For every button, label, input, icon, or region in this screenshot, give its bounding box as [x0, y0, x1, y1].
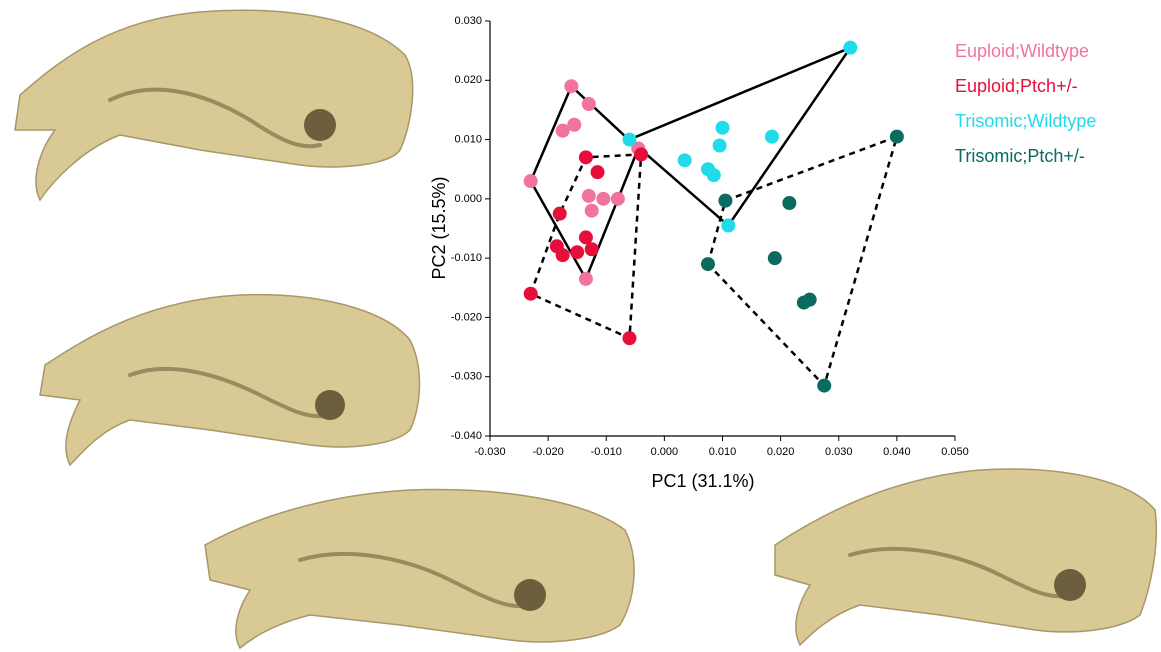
skull-bottom: [205, 490, 634, 648]
x-tick-label: 0.030: [825, 446, 853, 458]
data-point: [623, 331, 637, 345]
data-point: [585, 242, 599, 256]
skull-top-left: [15, 10, 413, 200]
skull-mid-left: [40, 295, 419, 465]
data-point: [582, 97, 596, 111]
data-point: [765, 130, 779, 144]
data-point: [718, 194, 732, 208]
y-tick-label: 0.030: [454, 15, 482, 27]
data-point: [553, 207, 567, 221]
data-point: [623, 133, 637, 147]
y-tick-label: 0.020: [454, 74, 482, 86]
data-point: [716, 121, 730, 135]
legend-entry: Euploid;Wildtype: [955, 41, 1089, 61]
y-tick-label: 0.000: [454, 193, 482, 205]
data-point: [579, 230, 593, 244]
x-tick-label: 0.010: [709, 446, 737, 458]
data-point: [713, 139, 727, 153]
figure: PC1 (31.1%) PC2 (15.5%) -0.040 -0.030 -0.0…: [0, 0, 1161, 652]
x-axis-label: PC1 (31.1%): [651, 471, 754, 491]
data-point: [524, 287, 538, 301]
data-point: [843, 41, 857, 55]
y-tick-label: 0.010: [454, 133, 482, 145]
y-tick-label: -0.020: [451, 311, 482, 323]
legend-entry: Trisomic;Wildtype: [955, 111, 1096, 131]
data-point: [701, 257, 715, 271]
x-tick-label: 0.040: [883, 446, 911, 458]
data-point: [768, 251, 782, 265]
data-point: [582, 189, 596, 203]
data-point: [803, 293, 817, 307]
y-tick-label: -0.030: [451, 371, 482, 383]
x-tick-label: -0.030: [474, 446, 505, 458]
data-point: [556, 124, 570, 138]
data-point: [782, 196, 796, 210]
x-tick-label: 0.000: [651, 446, 679, 458]
data-point: [721, 219, 735, 233]
data-point: [556, 248, 570, 262]
data-point: [570, 245, 584, 259]
data-point: [579, 150, 593, 164]
data-point: [579, 272, 593, 286]
data-point: [611, 192, 625, 206]
data-point: [707, 168, 721, 182]
hull-outline: [630, 48, 851, 226]
data-point: [524, 174, 538, 188]
y-tick-label: -0.010: [451, 252, 482, 264]
data-point: [678, 153, 692, 167]
data-point: [591, 165, 605, 179]
data-point: [564, 79, 578, 93]
x-tick-label: 0.020: [767, 446, 795, 458]
y-axis-label: PC2 (15.5%): [429, 176, 449, 279]
skull-bottom-right: [775, 469, 1156, 645]
data-point: [890, 130, 904, 144]
hull-outline: [708, 137, 897, 386]
x-tick-label: -0.020: [533, 446, 564, 458]
data-point: [817, 379, 831, 393]
legend-entry: Trisomic;Ptch+/-: [955, 146, 1085, 166]
data-point: [596, 192, 610, 206]
data-point: [585, 204, 599, 218]
y-tick-label: -0.040: [451, 430, 482, 442]
x-tick-label: 0.050: [941, 446, 969, 458]
scatter-plot: PC1 (31.1%) PC2 (15.5%) -0.040 -0.030 -0.0…: [429, 15, 1097, 491]
legend-entry: Euploid;Ptch+/-: [955, 76, 1078, 96]
x-tick-label: -0.010: [591, 446, 622, 458]
data-point: [634, 147, 648, 161]
